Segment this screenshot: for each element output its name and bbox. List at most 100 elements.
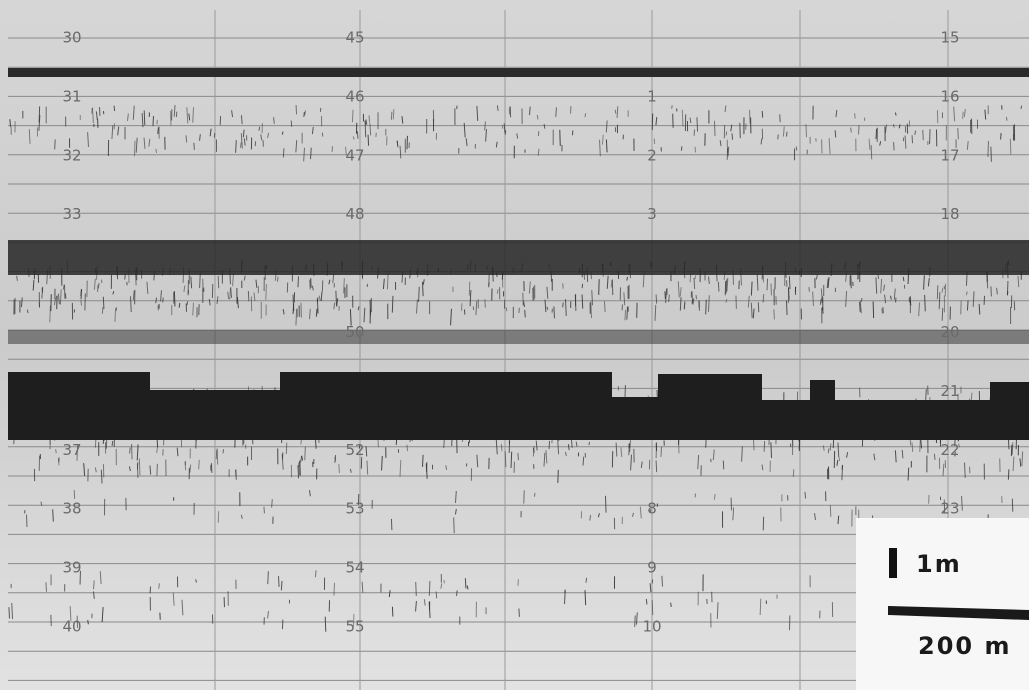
echo-tick xyxy=(296,309,297,325)
echo-tick xyxy=(771,284,772,296)
echo-tick xyxy=(882,309,883,314)
echo-tick xyxy=(279,576,280,587)
echo-tick xyxy=(726,279,727,293)
echo-tick xyxy=(694,129,695,135)
depth-label: 15 xyxy=(940,29,959,47)
echo-tick xyxy=(159,583,160,588)
echo-tick xyxy=(114,106,115,111)
echo-tick xyxy=(604,301,605,312)
depth-label: 39 xyxy=(62,559,81,577)
echo-tick xyxy=(934,454,935,460)
depth-label: 16 xyxy=(940,87,959,105)
echo-tick xyxy=(1012,442,1013,454)
depth-label: 48 xyxy=(345,205,364,223)
echo-tick xyxy=(671,603,672,607)
echo-tick xyxy=(589,442,590,445)
echo-tick xyxy=(115,309,116,322)
echo-tick xyxy=(583,457,584,466)
echo-tick xyxy=(506,307,507,311)
echo-tick xyxy=(997,288,998,295)
echo-tick xyxy=(382,456,383,470)
echo-tick xyxy=(367,461,368,475)
depth-label: 46 xyxy=(345,87,364,105)
depth-label: 31 xyxy=(62,87,81,105)
echo-tick xyxy=(761,138,762,144)
echo-tick xyxy=(248,291,249,301)
depth-label: 32 xyxy=(62,146,81,164)
layer-band xyxy=(8,240,1029,275)
echo-tick xyxy=(855,113,856,118)
echo-tick xyxy=(711,459,712,462)
vertical-scale-label: 1m xyxy=(916,550,962,578)
depth-label: 55 xyxy=(345,618,364,636)
echo-tick xyxy=(339,464,340,473)
echo-tick xyxy=(923,130,924,140)
echo-tick xyxy=(1011,445,1012,456)
depth-label: 1 xyxy=(647,87,657,105)
depth-label: 23 xyxy=(940,500,959,518)
echo-tick xyxy=(830,443,831,450)
echo-tick xyxy=(751,282,752,296)
echo-tick xyxy=(625,310,626,320)
echo-tick xyxy=(534,493,535,497)
echo-tick xyxy=(174,291,175,306)
echo-tick xyxy=(873,302,874,319)
echogram: 3031323337383940454647485052535455123891… xyxy=(0,0,1029,690)
echo-tick xyxy=(909,298,910,303)
echo-tick xyxy=(65,293,66,298)
echo-tick xyxy=(94,580,95,589)
depth-label: 53 xyxy=(345,500,364,518)
echo-tick xyxy=(268,571,269,584)
echo-tick xyxy=(606,139,607,152)
echo-tick xyxy=(656,461,657,473)
echo-tick xyxy=(336,291,337,306)
echo-tick xyxy=(1001,133,1002,139)
depth-label: 54 xyxy=(345,559,364,577)
echo-tick xyxy=(695,147,696,153)
echo-tick xyxy=(429,581,430,596)
echo-tick xyxy=(236,140,237,153)
echo-tick xyxy=(635,615,636,626)
echo-tick xyxy=(497,105,498,110)
echo-tick xyxy=(102,307,103,313)
echo-tick xyxy=(300,460,301,475)
depth-label: 3 xyxy=(647,205,657,223)
echo-tick xyxy=(298,465,299,478)
echo-tick xyxy=(895,113,896,116)
echo-tick xyxy=(144,110,145,125)
depth-label: 21 xyxy=(940,382,959,400)
echo-tick xyxy=(942,308,943,321)
echo-tick xyxy=(1008,469,1009,479)
echo-tick xyxy=(525,310,526,318)
echo-tick xyxy=(163,298,164,303)
echo-tick xyxy=(893,124,894,127)
echo-tick xyxy=(585,113,586,117)
echo-tick xyxy=(967,300,968,310)
echo-tick xyxy=(830,505,831,517)
echo-tick xyxy=(407,445,408,451)
scale-box xyxy=(856,518,1029,690)
echo-tick xyxy=(767,279,768,291)
echo-tick xyxy=(50,305,51,322)
echo-tick xyxy=(611,280,612,287)
echo-tick xyxy=(199,460,200,469)
echo-tick xyxy=(706,300,707,315)
echo-tick xyxy=(971,393,972,400)
echo-tick xyxy=(419,287,420,302)
echo-tick xyxy=(298,276,299,287)
depth-label: 52 xyxy=(345,441,364,459)
echo-tick xyxy=(236,470,237,480)
echo-tick xyxy=(627,307,628,320)
vertical-scale-bar xyxy=(889,548,897,578)
echo-tick xyxy=(771,442,772,458)
echo-tick xyxy=(422,282,423,296)
echo-tick xyxy=(828,448,829,453)
echo-tick xyxy=(681,146,682,150)
echo-tick xyxy=(652,113,653,129)
echo-tick xyxy=(369,115,370,122)
echo-tick xyxy=(511,452,512,468)
echo-tick xyxy=(684,302,685,310)
echo-tick xyxy=(575,295,576,311)
echo-tick xyxy=(305,111,306,116)
echo-tick xyxy=(266,284,267,300)
